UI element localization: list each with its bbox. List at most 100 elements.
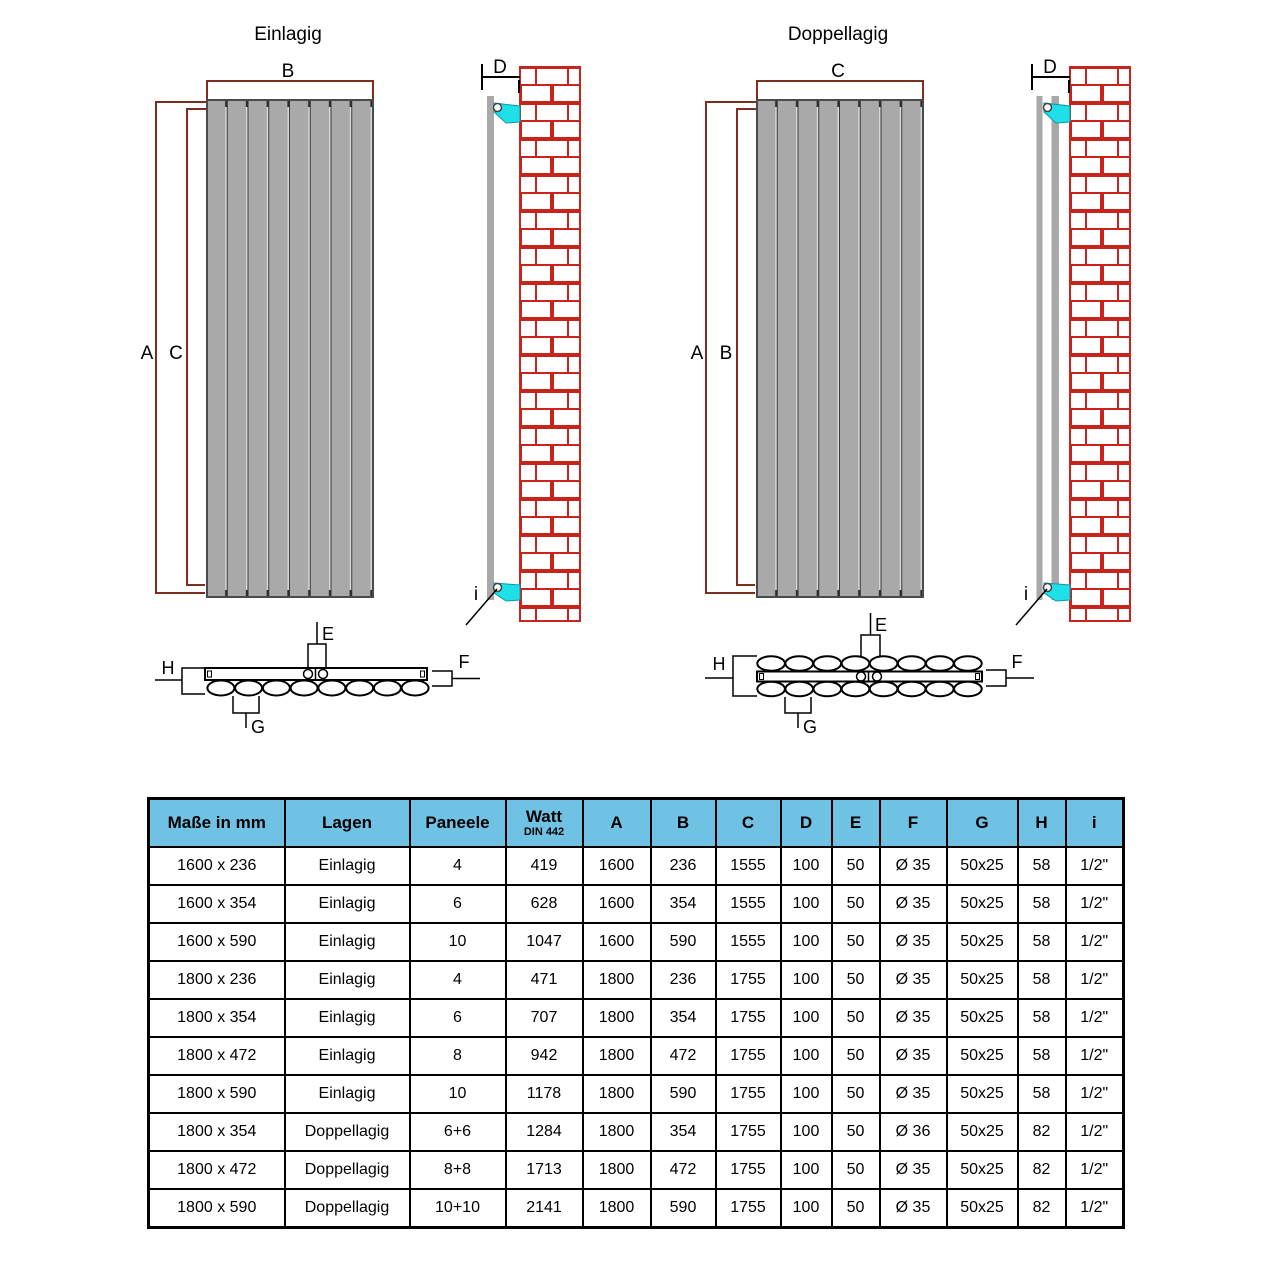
table-cell: 354	[649, 998, 717, 1038]
table-cell: 50x25	[945, 1036, 1019, 1076]
table-cell: 6	[408, 884, 507, 924]
valve-label: i	[1024, 584, 1028, 605]
table-cell: 50x25	[945, 846, 1019, 886]
table-cell: 50	[830, 1036, 881, 1076]
dim-label-e: E	[322, 624, 334, 644]
table-cell: 100	[779, 1074, 833, 1114]
table-cell: 1600	[581, 884, 652, 924]
table-cell: Doppellagig	[283, 1150, 411, 1190]
valve-leader-line	[465, 588, 498, 626]
table-cell: 82	[1016, 1188, 1067, 1229]
col-header-c: C	[714, 797, 782, 848]
bar-end-right	[420, 670, 425, 678]
table-cell: 1/2"	[1064, 1074, 1125, 1114]
table-cell: 82	[1016, 1112, 1067, 1152]
table-cell: 100	[779, 884, 833, 924]
table-cell: Einlagig	[283, 846, 411, 886]
table-cell: 50x25	[945, 922, 1019, 962]
dim-bracket-height-outer	[705, 101, 757, 594]
table-cell: Ø 35	[878, 846, 948, 886]
table-row: 1600 x 354 Einlagig 6 628 1600 354 1555 100 50 Ø …	[147, 884, 1125, 924]
table-cell: 1284	[504, 1112, 584, 1152]
table-cell: 4	[408, 960, 507, 1000]
dim-depth-lines	[481, 64, 520, 93]
col-header-masse: Maße in mm	[147, 797, 286, 848]
dim-label-height-outer: A	[141, 343, 154, 364]
table-cell: 8+8	[408, 1150, 507, 1190]
table-cell: 1/2"	[1064, 1112, 1125, 1152]
table-cell: 590	[649, 922, 717, 962]
table-cell: 50	[830, 922, 881, 962]
table-cell: 4	[408, 846, 507, 886]
table-cell: 1755	[714, 960, 782, 1000]
doppellagig-diagram: Doppellagig C A B D i	[691, 24, 1131, 737]
table-cell: 1800	[581, 1036, 652, 1076]
table-cell: 58	[1016, 922, 1067, 962]
table-cell: 58	[1016, 846, 1067, 886]
table-cell: 1800	[581, 1188, 652, 1229]
diagram-title: Einlagig	[254, 24, 322, 45]
col-header-e: E	[830, 797, 881, 848]
dim-label-height-inner: B	[720, 343, 733, 364]
table-cell: 1/2"	[1064, 1188, 1125, 1229]
table-cell: 1755	[714, 998, 782, 1038]
dim-label-width: B	[282, 61, 295, 82]
dim-bracket-height-inner	[186, 108, 207, 586]
radiator-front-panels	[756, 99, 924, 598]
cross-section: E H F G	[155, 622, 480, 737]
dim-bracket-width	[756, 80, 924, 100]
table-cell: 590	[649, 1188, 717, 1229]
table-cell: 82	[1016, 1150, 1067, 1190]
radiator-profile-bar	[487, 96, 494, 600]
table-cell: 628	[504, 884, 584, 924]
table-cell: 471	[504, 960, 584, 1000]
table-cell: 472	[649, 1036, 717, 1076]
radiator-front-panels	[206, 99, 374, 598]
dim-label-h: H	[162, 658, 175, 678]
spec-table-header: Maße in mm Lagen Paneele Watt DIN 442 A …	[147, 797, 1125, 848]
col-header-watt-sub: DIN 442	[523, 825, 565, 838]
table-cell: 1/2"	[1064, 846, 1125, 886]
table-cell: 50	[830, 1112, 881, 1152]
table-cell: 8	[408, 1036, 507, 1076]
dim-label-depth: D	[1043, 57, 1057, 78]
side-view: D i	[1015, 57, 1131, 626]
col-header-lagen: Lagen	[283, 797, 411, 848]
table-cell: 50x25	[945, 1150, 1019, 1190]
table-row: 1800 x 354 Einlagig 6 707 1800 354 1755 100 50 Ø …	[147, 998, 1125, 1038]
table-cell: 1800 x 354	[147, 998, 286, 1038]
table-cell: 50	[830, 846, 881, 886]
dim-label-depth: D	[493, 57, 507, 78]
table-cell: 58	[1016, 884, 1067, 924]
table-cell: 50x25	[945, 998, 1019, 1038]
col-header-b: B	[649, 797, 717, 848]
table-cell: 1178	[504, 1074, 584, 1114]
table-cell: 50x25	[945, 884, 1019, 924]
table-cell: 100	[779, 960, 833, 1000]
table-cell: Doppellagig	[283, 1188, 411, 1229]
dim-label-h: H	[713, 654, 726, 674]
table-cell: 1800 x 590	[147, 1188, 286, 1229]
table-cell: Einlagig	[283, 922, 411, 962]
table-cell: 1755	[714, 1074, 782, 1114]
table-cell: 50	[830, 1188, 881, 1229]
bracket-screw-bottom-icon	[492, 582, 503, 593]
table-cell: 1755	[714, 1188, 782, 1229]
technical-drawing: Einlagig B A C D i	[141, 24, 1131, 737]
table-cell: 58	[1016, 1036, 1067, 1076]
table-cell: 1755	[714, 1150, 782, 1190]
table-cell: 236	[649, 846, 717, 886]
table-cell: 1755	[714, 1036, 782, 1076]
col-header-a: A	[581, 797, 652, 848]
col-header-g: G	[945, 797, 1019, 848]
table-cell: Einlagig	[283, 1036, 411, 1076]
einlagig-diagram: Einlagig B A C D i	[141, 24, 581, 737]
col-header-f: F	[878, 797, 948, 848]
table-cell: 942	[504, 1036, 584, 1076]
table-cell: 100	[779, 1112, 833, 1152]
table-cell: 1755	[714, 1112, 782, 1152]
table-cell: 50	[830, 998, 881, 1038]
col-header-i: i	[1064, 797, 1125, 848]
table-cell: 354	[649, 884, 717, 924]
panel-tubes-front-row	[756, 655, 983, 672]
